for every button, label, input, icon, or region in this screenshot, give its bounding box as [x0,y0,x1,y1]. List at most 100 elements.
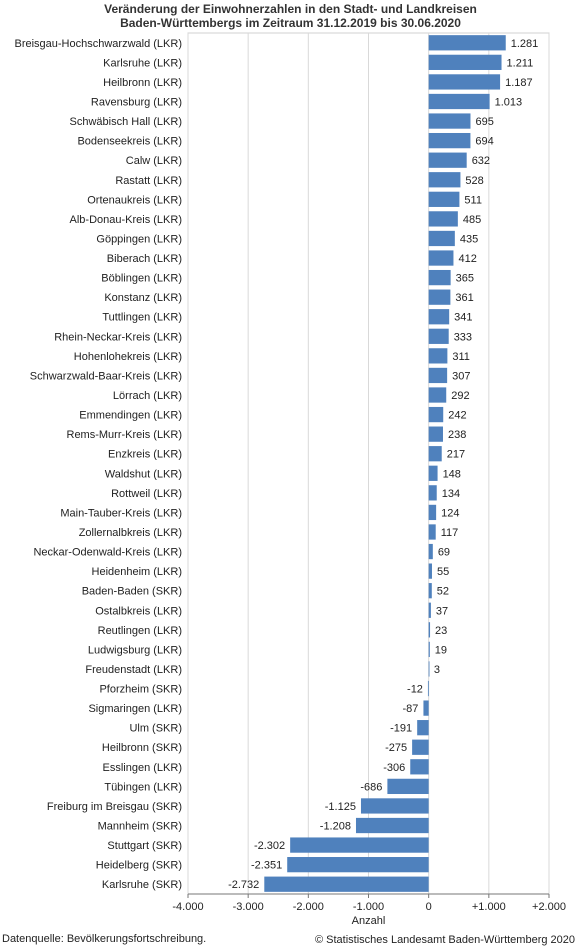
value-label: 632 [472,155,490,167]
bar [387,778,429,795]
value-label: 694 [475,136,493,148]
bar [417,720,429,736]
category-label: Rastatt (LKR) [115,175,182,187]
category-label: Tuttlingen (LKR) [102,312,182,324]
x-tick-label: -3.000 [233,901,264,913]
value-label: -2.302 [254,840,285,852]
category-label: Schwarzwald-Baar-Kreis (LKR) [30,370,182,382]
value-label: 242 [448,410,466,422]
bar [428,250,454,266]
value-label: 19 [435,644,447,656]
value-label: 511 [464,194,482,206]
value-label: 435 [460,233,478,245]
category-label: Main-Tauber-Kreis (LKR) [60,507,182,519]
bar [428,465,438,481]
category-label: Waldshut (LKR) [105,468,182,480]
bar [428,446,442,462]
bar [428,113,471,129]
chart-title-line-1: Veränderung der Einwohnerzahlen in den S… [104,2,477,16]
chart-title-line-2: Baden-Württembergs im Zeitraum 31.12.201… [120,16,461,30]
category-label: Heilbronn (SKR) [102,742,182,754]
bar [428,269,451,286]
category-label: Mannheim (SKR) [98,821,182,833]
chart-title: Veränderung der Einwohnerzahlen in den S… [0,2,581,30]
value-label: 1.013 [495,96,523,108]
bar [428,289,451,305]
category-label: Tübingen (LKR) [104,781,182,793]
category-label: Baden-Baden (SKR) [82,586,182,598]
category-label: Böblingen (LKR) [101,273,182,285]
value-label: 1.211 [507,57,534,69]
value-label: -12 [407,684,423,696]
value-label: 695 [475,116,493,128]
x-tick-label: +2.000 [532,901,566,913]
category-label: Ulm (SKR) [129,723,182,735]
value-label: 69 [438,547,450,559]
bar [428,54,502,70]
category-label: Alb-Donau-Kreis (LKR) [70,214,182,226]
x-tick-label: -1.000 [353,901,384,913]
source-note: Datenquelle: Bevölkerungsfortschreibung. [2,933,207,945]
value-label: 52 [437,586,449,598]
category-label: Ludwigsburg (LKR) [88,644,182,656]
value-label: 238 [448,429,466,441]
bar [290,837,429,853]
bar [428,152,467,168]
bar [428,328,449,344]
category-label: Esslingen (LKR) [103,762,182,774]
category-label: Pforzheim (SKR) [99,684,182,696]
value-label: 333 [454,331,472,343]
x-tick-label: 0 [426,901,432,913]
bar [428,132,471,149]
value-label: 1.281 [511,38,539,50]
value-label: -1.125 [325,801,356,813]
value-label: 311 [452,351,470,363]
bar [428,172,461,188]
bar [427,680,429,697]
bar [264,876,429,892]
category-label: Rems-Murr-Kreis (LKR) [67,429,183,441]
category-label: Ostalbkreis (LKR) [95,605,182,617]
value-label: 148 [443,468,461,480]
bar [428,583,432,599]
bar [428,406,444,423]
category-label: Karlsruhe (SKR) [102,879,182,891]
bar [428,426,443,442]
x-axis: -4.000 -3.000 -2.000 -1.000 0 +1.000 +2.000 Anz… [172,893,566,927]
value-label: 307 [452,370,470,382]
category-label: Emmendingen (LKR) [79,410,182,422]
value-label: 3 [434,664,440,676]
bar [428,641,430,658]
bar [428,93,490,110]
value-label: -275 [385,742,407,754]
value-label: -686 [360,781,382,793]
bar [428,348,448,364]
category-label: Heidelberg (SKR) [96,860,182,872]
value-label: 55 [437,566,449,578]
category-label: Schwäbisch Hall (LKR) [70,116,182,128]
copyright-note: © Statistisches Landesamt Baden-Württemb… [314,934,575,946]
value-label: -306 [383,762,405,774]
category-label: Rottweil (LKR) [111,488,182,500]
bar [428,602,431,618]
category-label: Breisgau-Hochschwarzwald (LKR) [14,38,182,50]
category-label: Biberach (LKR) [107,253,182,265]
category-label: Freudenstadt (LKR) [85,664,182,676]
value-label: 528 [465,175,483,187]
bars [264,35,506,892]
bar [428,524,436,540]
gridlines [187,32,550,895]
value-label: 124 [441,507,459,519]
category-label: Hohenlohekreis (LKR) [74,351,182,363]
bar [412,739,429,755]
bar [355,817,429,834]
value-label: 117 [441,527,459,539]
bar [428,74,501,90]
bar [360,798,429,814]
bar [423,700,429,716]
bar [428,485,437,501]
category-label: Freiburg im Breisgau (SKR) [47,801,182,813]
value-label: -1.208 [320,821,351,833]
bar [428,309,450,325]
x-tick-label: +1.000 [472,901,506,913]
